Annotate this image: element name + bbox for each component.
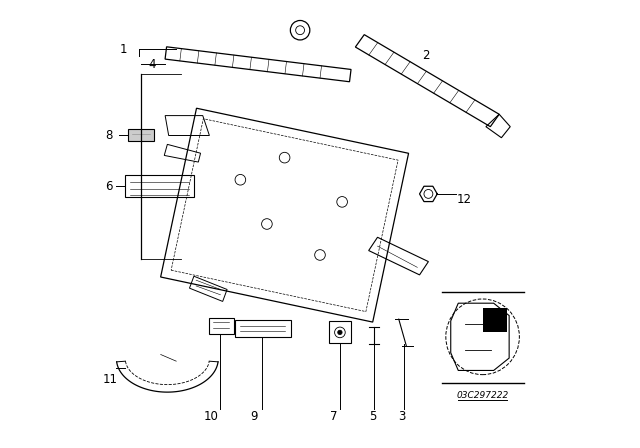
- Text: 10: 10: [204, 410, 219, 423]
- Text: 4: 4: [148, 58, 156, 71]
- Text: 1: 1: [120, 43, 127, 56]
- Text: 03C297222: 03C297222: [456, 391, 509, 400]
- Text: 9: 9: [250, 410, 257, 423]
- Text: 5: 5: [369, 410, 377, 423]
- Text: 8: 8: [105, 129, 112, 142]
- Text: 12: 12: [457, 193, 472, 206]
- Polygon shape: [127, 129, 154, 141]
- Text: 2: 2: [422, 49, 430, 62]
- Text: 11: 11: [102, 373, 117, 386]
- Text: 6: 6: [105, 180, 112, 193]
- Text: 3: 3: [398, 410, 406, 423]
- Polygon shape: [483, 308, 507, 332]
- Circle shape: [338, 330, 342, 335]
- Text: 7: 7: [330, 410, 337, 423]
